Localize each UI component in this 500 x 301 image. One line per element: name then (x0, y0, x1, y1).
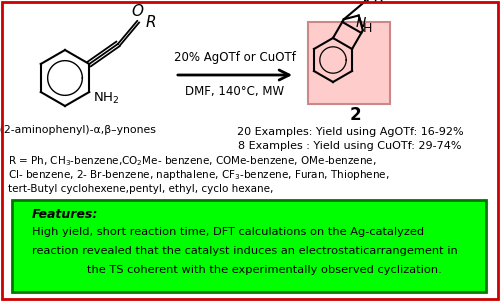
Text: R: R (146, 15, 156, 30)
Text: H: H (363, 22, 372, 35)
Text: 20% AgOTf or CuOTf: 20% AgOTf or CuOTf (174, 51, 296, 64)
Text: R = Ph, CH$_3$-benzene,CO$_2$Me- benzene, COMe-benzene, OMe-benzene,: R = Ph, CH$_3$-benzene,CO$_2$Me- benzene… (8, 154, 376, 168)
Text: O: O (131, 5, 143, 20)
Bar (308, 22, 390, 104)
Bar (12, 200, 486, 292)
Text: tert-Butyl cyclohexene,pentyl, ethyl, cyclo hexane,: tert-Butyl cyclohexene,pentyl, ethyl, cy… (8, 184, 274, 194)
Text: 20 Examples: Yield using AgOTf: 16-92%: 20 Examples: Yield using AgOTf: 16-92% (236, 127, 464, 137)
Text: Features:: Features: (32, 207, 98, 221)
Text: reaction revealed that the catalyst induces an electrostaticarrangement in: reaction revealed that the catalyst indu… (32, 246, 458, 256)
Text: 2: 2 (349, 106, 361, 124)
Text: the TS coherent with the experimentally observed cyclization.: the TS coherent with the experimentally … (87, 265, 442, 275)
Text: NH$_2$: NH$_2$ (93, 90, 120, 106)
Text: High yield, short reaction time, DFT calculations on the Ag-catalyzed: High yield, short reaction time, DFT cal… (32, 227, 424, 237)
Text: Cl- benzene, 2- Br-benzene, napthalene, CF$_3$-benzene, Furan, Thiophene,: Cl- benzene, 2- Br-benzene, napthalene, … (8, 168, 390, 182)
Text: N: N (356, 17, 366, 30)
Text: DMF, 140°C, MW: DMF, 140°C, MW (186, 85, 284, 98)
Text: R: R (374, 0, 384, 6)
Text: 8 Examples : Yield using CuOTf: 29-74%: 8 Examples : Yield using CuOTf: 29-74% (238, 141, 462, 151)
Text: β-(2-aminophenyl)-α,β–ynones: β-(2-aminophenyl)-α,β–ynones (0, 125, 156, 135)
